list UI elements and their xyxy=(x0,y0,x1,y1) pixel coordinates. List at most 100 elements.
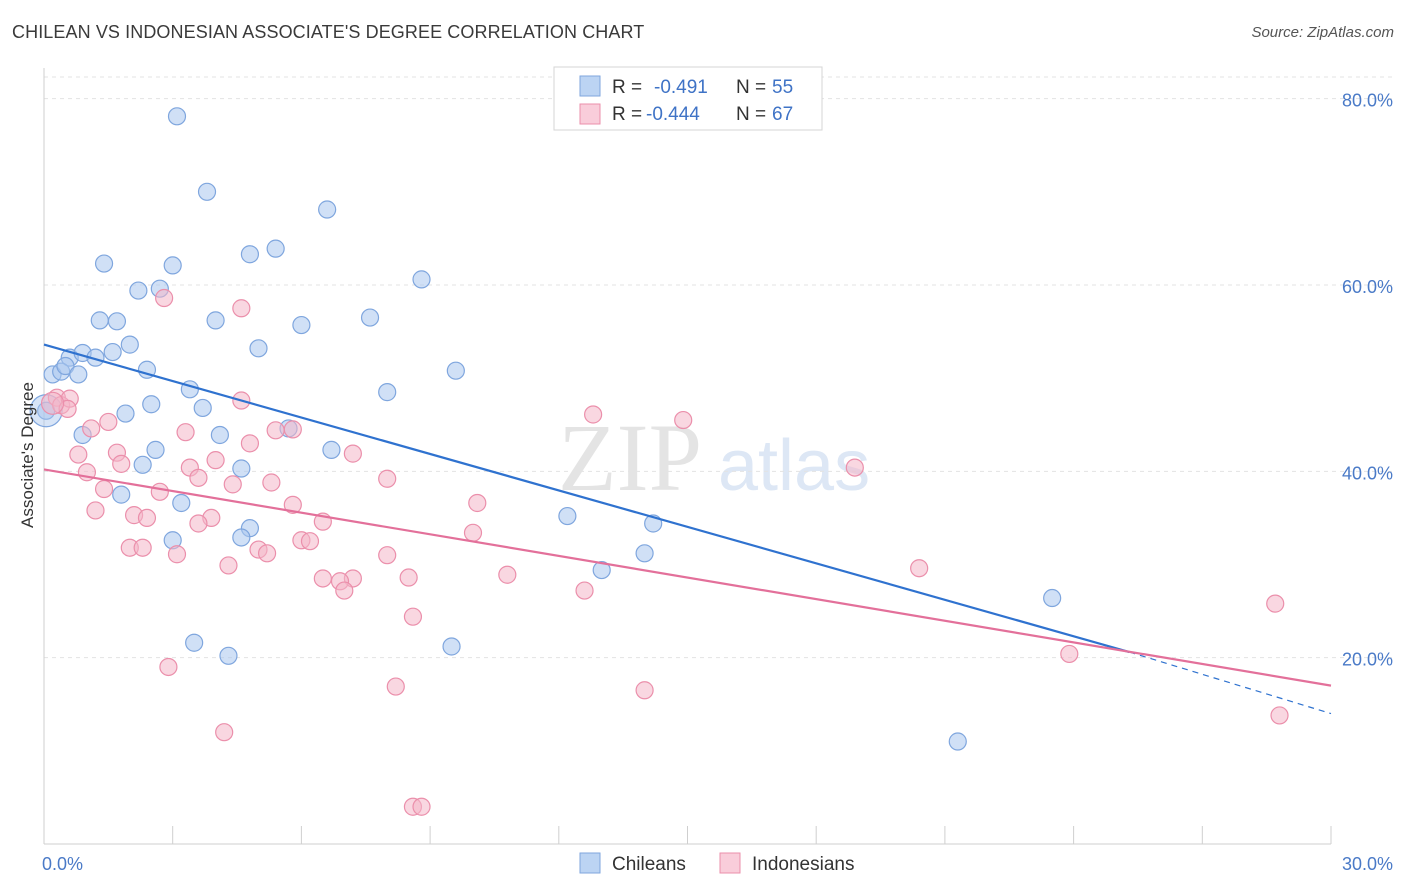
data-point-indonesians xyxy=(240,434,260,453)
axes xyxy=(43,68,1332,845)
data-point-chileans xyxy=(56,356,75,376)
bottom-legend-swatch-chileans xyxy=(579,852,601,874)
data-point-chileans xyxy=(292,315,311,335)
data-point-chileans xyxy=(240,245,260,264)
data-point-indonesians xyxy=(335,581,354,600)
data-point-chileans xyxy=(219,646,238,665)
data-point-indonesians xyxy=(378,546,397,565)
data-point-chileans xyxy=(172,493,191,513)
data-point-indonesians xyxy=(378,469,397,488)
data-point-indonesians xyxy=(223,475,242,494)
legend-r-label-indonesians: R = xyxy=(612,104,642,125)
data-point-indonesians xyxy=(159,657,178,677)
data-point-chileans xyxy=(129,281,148,300)
y-tick-label: 80.0% xyxy=(1342,91,1393,111)
data-point-chileans xyxy=(94,254,114,273)
data-point-chileans xyxy=(163,256,182,275)
data-point-indonesians xyxy=(99,412,118,432)
trend-lines xyxy=(43,343,1332,715)
data-point-chileans xyxy=(120,335,139,354)
legend-n-value-indonesians: 67 xyxy=(772,104,793,125)
data-point-chileans xyxy=(412,270,431,289)
data-point-chileans xyxy=(322,440,341,459)
data-point-chileans xyxy=(442,637,461,656)
data-point-indonesians xyxy=(150,482,169,501)
legend-n-label-chileans: N = xyxy=(736,77,766,98)
data-point-indonesians xyxy=(112,454,131,473)
data-point-indonesians xyxy=(133,538,152,557)
data-point-indonesians xyxy=(283,495,302,514)
data-point-chileans xyxy=(197,182,217,201)
data-point-chileans xyxy=(378,383,397,402)
data-point-indonesians xyxy=(232,299,251,318)
data-point-chileans xyxy=(592,560,611,580)
x-tick-label-max: 30.0% xyxy=(1342,854,1393,874)
data-point-indonesians xyxy=(283,420,302,439)
data-point-indonesians xyxy=(206,451,225,470)
data-point-indonesians xyxy=(40,391,65,415)
data-point-chileans xyxy=(210,425,229,445)
data-point-chileans xyxy=(112,485,131,504)
data-point-indonesians xyxy=(86,501,105,520)
data-point-chileans xyxy=(116,404,135,423)
data-point-indonesians xyxy=(1060,644,1079,664)
data-point-indonesians xyxy=(266,421,285,440)
data-point-chileans xyxy=(249,339,268,358)
chart-title: CHILEAN VS INDONESIAN ASSOCIATE'S DEGREE… xyxy=(12,22,645,42)
trend-line-chileans-extension xyxy=(1129,651,1332,715)
data-point-indonesians xyxy=(403,607,423,626)
data-point-chileans xyxy=(948,732,967,751)
data-point-chileans xyxy=(107,312,127,331)
legend-box: R = -0.491 N = 55 R = -0.444 N = 67 xyxy=(553,66,823,131)
legend-r-label-chileans: R = xyxy=(612,77,642,98)
data-point-indonesians xyxy=(189,514,208,533)
data-point-chileans xyxy=(90,311,109,330)
series-indonesians-points xyxy=(40,288,1289,816)
data-point-indonesians xyxy=(635,681,654,700)
data-point-indonesians xyxy=(215,723,234,742)
data-point-chileans xyxy=(167,107,187,126)
data-point-indonesians xyxy=(674,410,693,430)
data-point-indonesians xyxy=(1270,706,1289,725)
data-point-indonesians xyxy=(498,565,517,584)
y-tick-label: 60.0% xyxy=(1342,277,1393,297)
data-point-chileans xyxy=(1043,588,1062,608)
data-point-indonesians xyxy=(137,508,157,528)
data-point-chileans xyxy=(185,633,204,652)
legend-r-value-indonesians: -0.444 xyxy=(646,104,700,125)
bottom-legend-swatch-indonesians xyxy=(719,852,741,874)
data-point-chileans xyxy=(133,455,152,474)
data-point-indonesians xyxy=(176,423,195,442)
y-tick-label: 20.0% xyxy=(1342,650,1393,670)
legend-n-value-chileans: 55 xyxy=(772,77,793,98)
data-point-indonesians xyxy=(82,419,101,438)
data-point-chileans xyxy=(446,361,465,380)
data-point-chileans xyxy=(318,200,337,219)
bottom-legend: Chileans Indonesians xyxy=(579,852,854,875)
data-point-indonesians xyxy=(94,479,114,499)
data-point-indonesians xyxy=(167,545,187,564)
data-point-indonesians xyxy=(300,532,320,551)
bottom-legend-label-indonesians: Indonesians xyxy=(752,854,854,875)
data-point-chileans xyxy=(146,440,165,459)
data-point-indonesians xyxy=(468,493,487,513)
bottom-legend-label-chileans: Chileans xyxy=(612,854,686,875)
data-point-indonesians xyxy=(343,444,362,463)
data-point-indonesians xyxy=(219,556,238,575)
data-point-chileans xyxy=(635,544,654,563)
data-point-indonesians xyxy=(463,523,483,542)
watermark-atlas: atlas xyxy=(718,426,870,506)
data-point-indonesians xyxy=(584,405,603,424)
data-point-indonesians xyxy=(845,458,864,477)
data-point-indonesians xyxy=(386,677,405,696)
legend-swatch-chileans xyxy=(579,75,601,97)
data-point-chileans xyxy=(142,395,161,414)
trend-line-chileans xyxy=(43,343,1130,654)
data-point-chileans xyxy=(193,398,212,418)
data-point-indonesians xyxy=(910,559,929,578)
data-point-indonesians xyxy=(189,468,208,487)
data-point-indonesians xyxy=(313,569,332,588)
trend-line-indonesians xyxy=(43,468,1332,687)
source-credit: Source: ZipAtlas.com xyxy=(1251,24,1394,41)
